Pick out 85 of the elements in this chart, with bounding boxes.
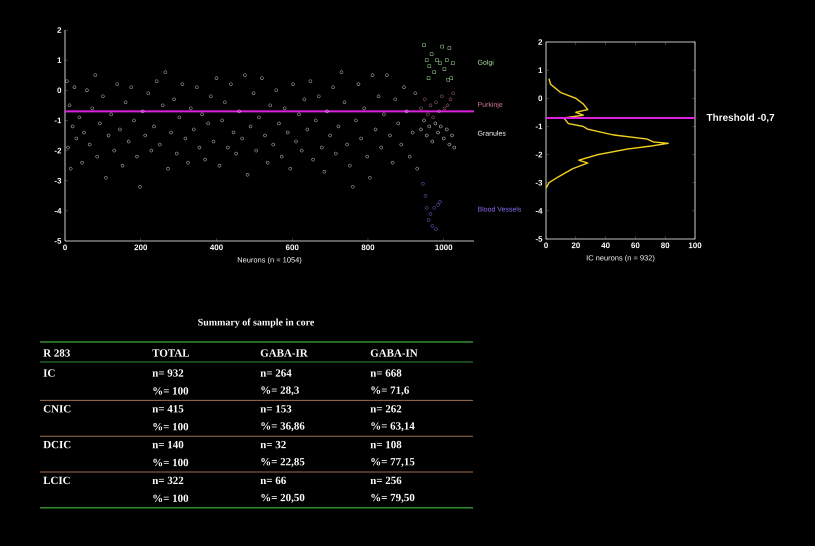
text: %= 22,85 [261,458,304,467]
text: n= 264 [260,369,292,377]
point [452,146,456,150]
category-label: LCIC [43,476,70,484]
point [438,61,442,65]
text: n= 153 [260,405,292,412]
text: %= 71,6 [371,386,410,396]
point [426,218,430,222]
point [432,206,436,210]
ref-line-label: Threshold -0,7 [706,114,774,122]
category-label: CNIC [44,405,70,412]
point [442,106,446,110]
point [422,118,426,122]
text: %= 63,14 [371,422,415,432]
point [424,58,428,62]
point [426,112,430,116]
point [434,100,438,104]
point [422,43,426,47]
category-label: IC [44,369,55,377]
point [440,94,444,98]
point [442,67,446,71]
point [434,227,438,231]
point [431,116,435,120]
text: n= 322 [152,476,184,484]
text: %= 77,15 [371,458,414,467]
text: %= 28,3 [261,386,299,396]
text: n= 140 [152,440,184,448]
text: n= 668 [370,369,402,377]
category-label: DCIC [43,440,70,448]
text: %= 100 [153,422,188,430]
text: n= 262 [370,405,402,412]
line-series [545,78,669,190]
text: %= 20,50 [261,494,304,503]
point [424,206,428,210]
point [436,130,440,134]
point [428,64,432,68]
category-label: R 283 [43,349,70,357]
text: n= 415 [152,405,184,412]
point [435,58,439,62]
text: n= 32 [260,440,286,448]
text: n= 256 [370,476,402,484]
point [438,124,442,128]
point [450,76,454,80]
text: n= 932 [152,369,184,377]
point [444,128,448,132]
text: n= 66 [260,476,286,484]
point [451,61,455,65]
point [448,46,452,50]
point [438,200,442,204]
category-label: GABA-IN [370,349,418,357]
point [444,58,448,62]
text: %= 100 [153,387,188,395]
point [428,104,432,108]
text: Summary of sample in core [198,318,314,328]
point [423,98,427,102]
point [451,92,455,96]
point [430,140,434,144]
point [430,52,434,56]
point [426,76,430,80]
point [442,136,446,140]
category-label: TOTAL [152,349,190,357]
category-label: GABA-IR [260,349,308,357]
text: %= 79,50 [371,494,414,503]
point [419,128,423,132]
point [434,122,438,126]
point [419,106,423,110]
point [448,142,452,146]
point [421,182,425,186]
point [424,134,428,138]
text: %= 36,86 [261,422,304,432]
point [440,44,444,48]
text: n= 108 [370,440,402,448]
point [437,110,441,114]
point [448,98,452,102]
point [430,224,434,228]
point [424,194,428,198]
point [428,212,432,216]
point [446,78,450,82]
text: %= 100 [153,494,188,502]
point [450,134,454,138]
point [446,104,450,108]
point [432,70,436,74]
point [428,124,432,128]
text: %= 100 [153,458,188,466]
point [436,203,440,207]
